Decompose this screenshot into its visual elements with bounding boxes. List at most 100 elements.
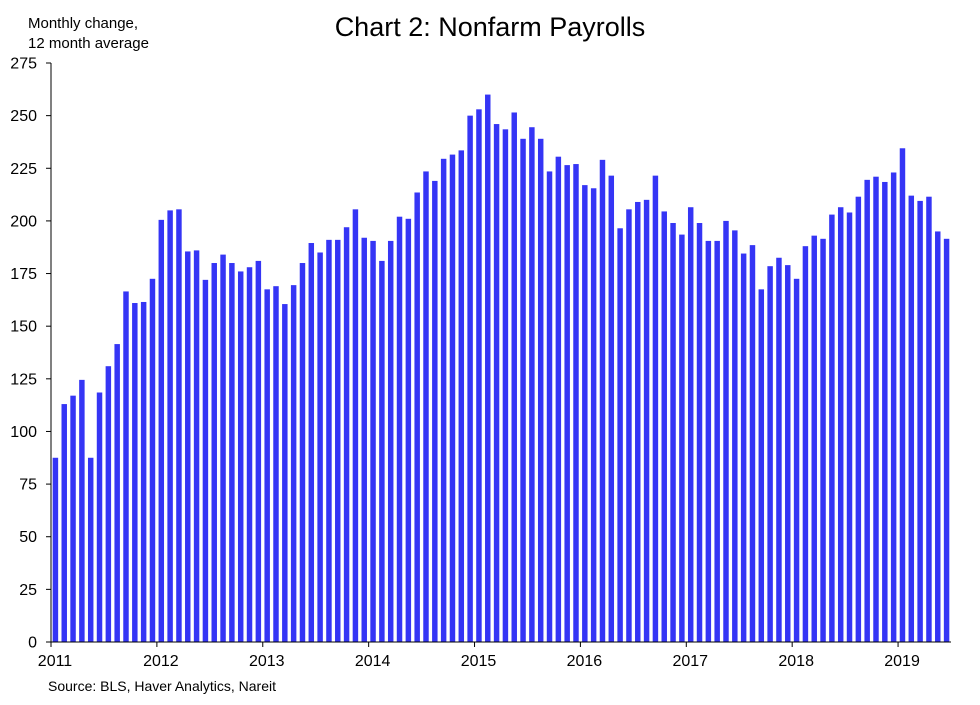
x-tick-label: 2012 <box>143 653 179 670</box>
bar <box>264 289 270 642</box>
x-axis: 2011 2012 2013 2014 2015 2016 2017 2018 2019 <box>38 641 951 670</box>
x-tick-label: 2019 <box>884 653 920 670</box>
bar <box>829 214 835 642</box>
bar <box>132 303 138 642</box>
bar <box>564 165 570 643</box>
bar <box>802 246 809 643</box>
bar <box>167 210 173 642</box>
y-tick-label: 75 <box>19 477 37 494</box>
bar <box>917 200 923 642</box>
bar <box>423 171 429 642</box>
bar <box>661 211 667 642</box>
bar <box>626 209 632 642</box>
bar <box>396 216 403 642</box>
bar <box>273 286 279 642</box>
y-tick-label: 125 <box>10 371 37 388</box>
y-tick-label: 100 <box>10 424 37 441</box>
bar <box>617 228 623 642</box>
bar <box>308 243 315 642</box>
source-note: Source: BLS, Haver Analytics, Nareit <box>48 678 276 694</box>
bar <box>140 301 147 642</box>
bar <box>123 291 129 642</box>
bar <box>608 175 615 642</box>
bar <box>290 285 297 642</box>
y-tick-label: 225 <box>10 161 37 178</box>
bar <box>96 392 103 642</box>
bar <box>520 138 526 643</box>
bar <box>529 127 535 643</box>
bar <box>776 257 782 642</box>
bar <box>820 238 826 642</box>
bar <box>158 219 165 643</box>
bar <box>61 404 67 642</box>
bar <box>793 278 800 642</box>
bar <box>670 223 676 642</box>
bar <box>846 212 853 643</box>
bar <box>70 395 76 642</box>
bar <box>52 457 59 642</box>
bar-series <box>52 94 950 643</box>
bar <box>211 263 217 642</box>
y-tick-label: 0 <box>28 635 37 652</box>
y-axis-label-line-1: Monthly change, <box>28 15 139 32</box>
bar <box>943 238 950 642</box>
bar <box>246 267 253 642</box>
bar <box>79 379 85 642</box>
y-axis-label: Monthly change, 12 month average <box>28 14 149 54</box>
bar <box>635 201 641 642</box>
bar <box>493 124 500 642</box>
y-axis: 0 25 50 75 100 125 150 175 200 225 250 275 <box>10 56 52 652</box>
bar <box>864 179 870 642</box>
bar <box>440 158 447 643</box>
bar <box>255 260 262 642</box>
y-tick-label: 250 <box>10 108 37 125</box>
bar <box>652 175 659 642</box>
y-tick-label: 200 <box>10 213 37 230</box>
bar <box>502 129 509 642</box>
bar <box>785 265 791 642</box>
bar <box>432 180 438 642</box>
bar <box>590 188 597 642</box>
bar <box>220 254 226 642</box>
bar <box>935 231 941 642</box>
bar <box>511 112 517 643</box>
bar <box>149 278 156 642</box>
bar <box>317 252 323 643</box>
y-tick-label: 275 <box>10 56 37 73</box>
y-tick-label: 175 <box>10 266 37 283</box>
bar <box>379 260 385 642</box>
x-tick-label: 2011 <box>38 653 73 670</box>
x-tick-label: 2018 <box>778 653 814 670</box>
x-tick-label: 2015 <box>461 653 497 670</box>
bar <box>599 159 606 642</box>
x-tick-label: 2017 <box>672 653 708 670</box>
bar <box>414 192 420 643</box>
bar <box>229 263 235 642</box>
bar <box>573 164 579 642</box>
bar <box>767 266 773 642</box>
y-tick-label: 50 <box>19 529 37 546</box>
bar <box>326 239 332 643</box>
bar <box>732 230 738 642</box>
bar <box>882 181 888 642</box>
bar <box>546 171 553 642</box>
bar <box>405 218 412 643</box>
bar <box>299 263 306 642</box>
chart-title: Chart 2: Nonfarm Payrolls <box>334 12 646 42</box>
bar <box>467 115 473 642</box>
bar <box>899 148 906 642</box>
bar <box>740 253 747 643</box>
bar <box>714 240 720 642</box>
bar <box>105 366 112 642</box>
bar <box>335 239 341 643</box>
x-tick-label: 2016 <box>567 653 603 670</box>
bar <box>749 245 756 642</box>
bar <box>361 237 367 642</box>
bar <box>202 279 209 642</box>
bar <box>476 109 482 642</box>
bar <box>837 207 844 642</box>
bar <box>873 176 879 642</box>
bar <box>343 227 350 643</box>
bar <box>890 172 897 643</box>
